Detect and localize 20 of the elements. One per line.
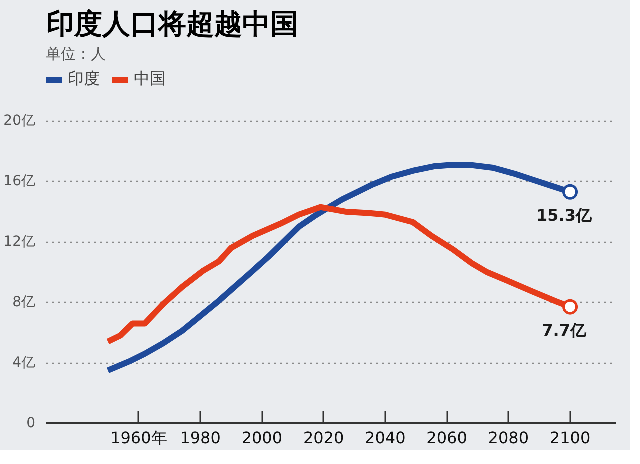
x-tick-label: 2060 [426, 428, 468, 448]
annotation: 7.7亿 [542, 321, 588, 340]
x-tick-label: 2080 [488, 428, 530, 448]
y-tick-label: 16亿 [4, 174, 36, 190]
x-tick-label: 1960年 [110, 428, 168, 448]
x-tick-label: 1980 [180, 428, 221, 448]
annotation: 15.3亿 [536, 206, 594, 226]
x-tick-label: 2100 [550, 428, 591, 448]
y-tick-label: 12亿 [4, 234, 36, 250]
y-tick-label: 8亿 [12, 294, 36, 311]
x-tick-label: 2020 [303, 428, 344, 448]
y-tick-label: 20亿 [4, 113, 36, 130]
legend-label: 印度 [68, 69, 100, 90]
y-tick-label: 4亿 [12, 355, 36, 372]
y-tick-label: 0 [26, 416, 36, 432]
legend-label: 中国 [134, 69, 166, 90]
legend-title: 单位：人 [46, 45, 107, 64]
chart-title: 印度人口将超越中国 [46, 8, 298, 40]
x-tick-label: 2040 [365, 428, 406, 448]
x-tick-label: 2000 [242, 428, 283, 448]
